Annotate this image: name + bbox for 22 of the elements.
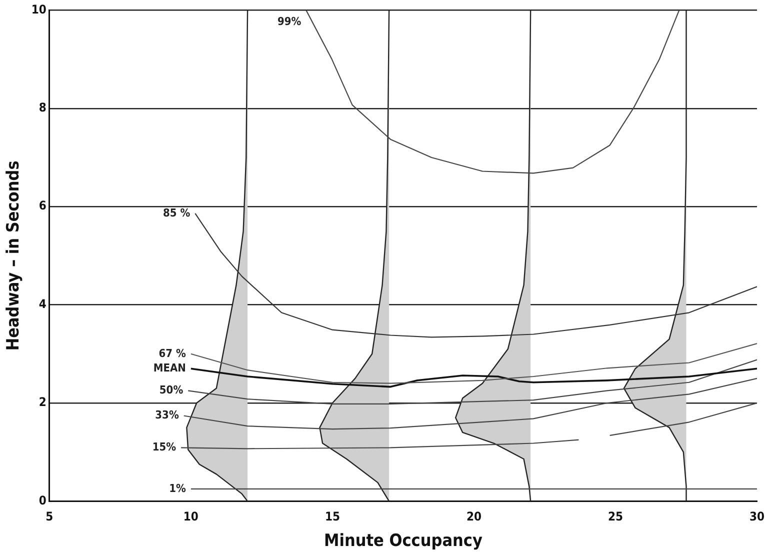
x-axis-title: Minute Occupancy <box>324 531 482 552</box>
y-tick-label: 0 <box>38 493 46 508</box>
x-tick-label: 25 <box>608 510 623 524</box>
series-label: 67 % <box>158 346 186 360</box>
y-tick-label: 8 <box>38 100 46 115</box>
series-label: 50% <box>159 384 184 397</box>
y-tick-label: 2 <box>38 395 46 410</box>
series-label: 85 % <box>163 206 190 220</box>
x-tick-label: 20 <box>466 510 482 524</box>
series-label: 15% <box>152 440 176 454</box>
y-tick-label: 10 <box>31 2 46 16</box>
series-label: 1% <box>169 482 186 495</box>
x-tick-label: 15 <box>324 510 340 524</box>
y-tick-label: 4 <box>38 296 47 311</box>
y-tick-label: 6 <box>38 198 46 213</box>
y-axis-title: Headway – in Seconds <box>4 160 24 351</box>
x-tick-label: 5 <box>46 510 54 524</box>
series-label: 33% <box>155 408 179 422</box>
series-label: MEAN <box>153 361 186 374</box>
x-tick-label: 10 <box>183 510 198 524</box>
x-tick-label: 30 <box>749 510 765 524</box>
series-label: 99% <box>277 15 302 28</box>
